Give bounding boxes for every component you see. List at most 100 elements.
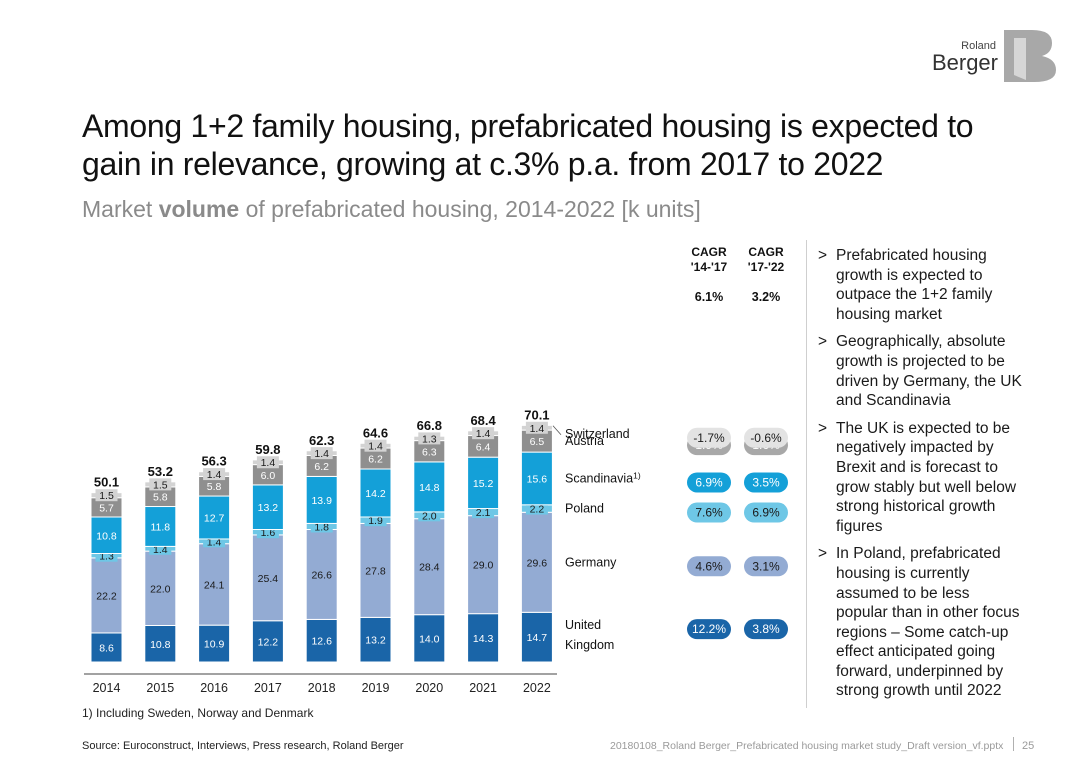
commentary-item: In Poland, prefabricated housing is curr… xyxy=(818,544,1023,701)
cagr-pill xyxy=(687,427,731,448)
value-label: 6.4 xyxy=(476,441,491,453)
series-label-scandinavia: Scandinavia1) xyxy=(565,470,641,485)
value-label: 28.4 xyxy=(419,562,440,574)
total-label: 59.8 xyxy=(255,442,280,457)
value-label: 5.8 xyxy=(207,481,222,493)
chart-subtitle: Market volume of prefabricated housing, … xyxy=(82,196,701,223)
value-label: 13.2 xyxy=(258,502,279,514)
value-label: 6.2 xyxy=(368,454,383,466)
page-separator xyxy=(1013,737,1014,751)
cagr-value: 4.6% xyxy=(695,559,723,573)
bar-segment-scandinavia xyxy=(90,516,123,554)
stacked-bar-chart: 8.622.21.310.85.71.550.1201410.822.01.41… xyxy=(84,245,788,695)
value-label: 22.0 xyxy=(150,583,171,595)
cagr-pill xyxy=(744,472,788,493)
value-label: 14.0 xyxy=(419,633,440,645)
cagr-pill xyxy=(687,619,731,640)
value-label: 12.7 xyxy=(204,513,225,525)
value-label: 2.2 xyxy=(530,504,545,516)
value-label: 8.6 xyxy=(99,642,114,654)
total-label: 56.3 xyxy=(201,454,226,469)
value-label-bg xyxy=(525,502,548,515)
logo-text-small: Roland xyxy=(961,40,996,52)
value-label: 1.6 xyxy=(261,527,276,539)
cagr-pill xyxy=(687,472,731,493)
bar-segment-germany xyxy=(520,511,553,613)
value-label: 14.8 xyxy=(419,482,440,494)
x-tick-label: 2017 xyxy=(254,681,282,695)
bar-segment-scandinavia xyxy=(520,451,553,506)
cagr-pill xyxy=(744,427,788,448)
total-label: 53.2 xyxy=(148,464,173,479)
value-label: 10.8 xyxy=(150,639,171,651)
commentary-item: Prefabricated housing growth is expected… xyxy=(818,246,1023,324)
value-label: 5.8 xyxy=(153,492,168,504)
cagr-value: -0.6% xyxy=(750,431,782,445)
value-label: 22.2 xyxy=(96,590,117,602)
cagr-value: 3.5% xyxy=(752,475,780,489)
bar-segment-scandinavia xyxy=(305,475,338,524)
cagr-value: 6.9% xyxy=(695,475,723,489)
bar-segment-scandinavia xyxy=(198,495,231,540)
series-label-germany: Germany xyxy=(565,555,617,569)
logo-text-large: Berger xyxy=(931,50,998,75)
bar-segment-germany xyxy=(144,550,177,627)
cagr-total: 6.1% xyxy=(695,290,724,304)
series-label-austria: Austria xyxy=(565,434,604,448)
value-label: 1.4 xyxy=(314,448,329,460)
cagr-total: 3.2% xyxy=(752,290,781,304)
value-label: 15.2 xyxy=(473,478,494,490)
value-label-bg xyxy=(472,427,495,440)
document-reference: 20180108_Roland Berger_Prefabricated hou… xyxy=(610,740,1004,752)
total-label: 64.6 xyxy=(363,425,388,440)
bar-segment-scandinavia xyxy=(467,456,500,510)
value-label: 1.4 xyxy=(261,457,276,469)
cagr-header: '17-'22 xyxy=(748,260,785,274)
x-tick-label: 2021 xyxy=(469,681,497,695)
logo-b-mark-icon xyxy=(1004,30,1056,82)
bar-segment-germany xyxy=(251,534,284,622)
cagr-value: 7.6% xyxy=(695,506,723,520)
value-label-bg xyxy=(310,447,333,460)
cagr-pill xyxy=(744,502,788,523)
value-label-bg xyxy=(203,468,226,481)
commentary-list: Prefabricated housing growth is expected… xyxy=(818,246,1023,709)
value-label: 10.9 xyxy=(204,639,225,651)
cagr-pill xyxy=(687,502,731,523)
value-label-bg xyxy=(149,478,172,491)
value-label: 13.2 xyxy=(365,635,386,647)
value-label: 29.0 xyxy=(473,560,494,572)
value-label: 14.7 xyxy=(527,632,548,644)
cagr-header: CAGR xyxy=(748,245,784,259)
bar-segment-scandinavia xyxy=(144,506,177,547)
commentary-item: Geographically, absolute growth is proje… xyxy=(818,332,1023,410)
value-label-bg xyxy=(364,439,387,452)
bar-segment-united-kingdom xyxy=(198,624,231,663)
value-label: 1.4 xyxy=(368,441,383,453)
value-label: 1.4 xyxy=(476,428,491,440)
value-label-bg xyxy=(472,506,495,519)
commentary-item: The UK is expected to be negatively impa… xyxy=(818,419,1023,537)
value-label: 1.9 xyxy=(368,515,383,527)
roland-berger-logo: Roland Berger xyxy=(932,28,1058,84)
cagr-value: 3.1% xyxy=(752,559,780,573)
footnote: 1) Including Sweden, Norway and Denmark xyxy=(82,706,314,720)
bar-segment-united-kingdom xyxy=(413,614,446,663)
value-label: 29.6 xyxy=(527,557,548,569)
series-label-switzerland: Switzerland xyxy=(565,427,630,441)
value-label: 14.3 xyxy=(473,633,494,645)
bar-segment-germany xyxy=(413,518,446,616)
series-label-united-kingdom: United Kingdom xyxy=(565,618,614,652)
value-label-bg xyxy=(256,456,279,469)
x-tick-label: 2022 xyxy=(523,681,551,695)
value-label: 6.2 xyxy=(314,461,329,473)
cagr-pill xyxy=(744,556,788,577)
bar-segment-united-kingdom xyxy=(467,613,500,663)
value-label-bg xyxy=(525,421,548,434)
page-number: 25 xyxy=(1022,740,1035,752)
cagr-value: 12.2% xyxy=(692,622,726,636)
total-label: 62.3 xyxy=(309,433,334,448)
value-label: 1.4 xyxy=(530,423,545,435)
value-label: 14.2 xyxy=(365,488,386,500)
value-label: 15.6 xyxy=(527,473,548,485)
